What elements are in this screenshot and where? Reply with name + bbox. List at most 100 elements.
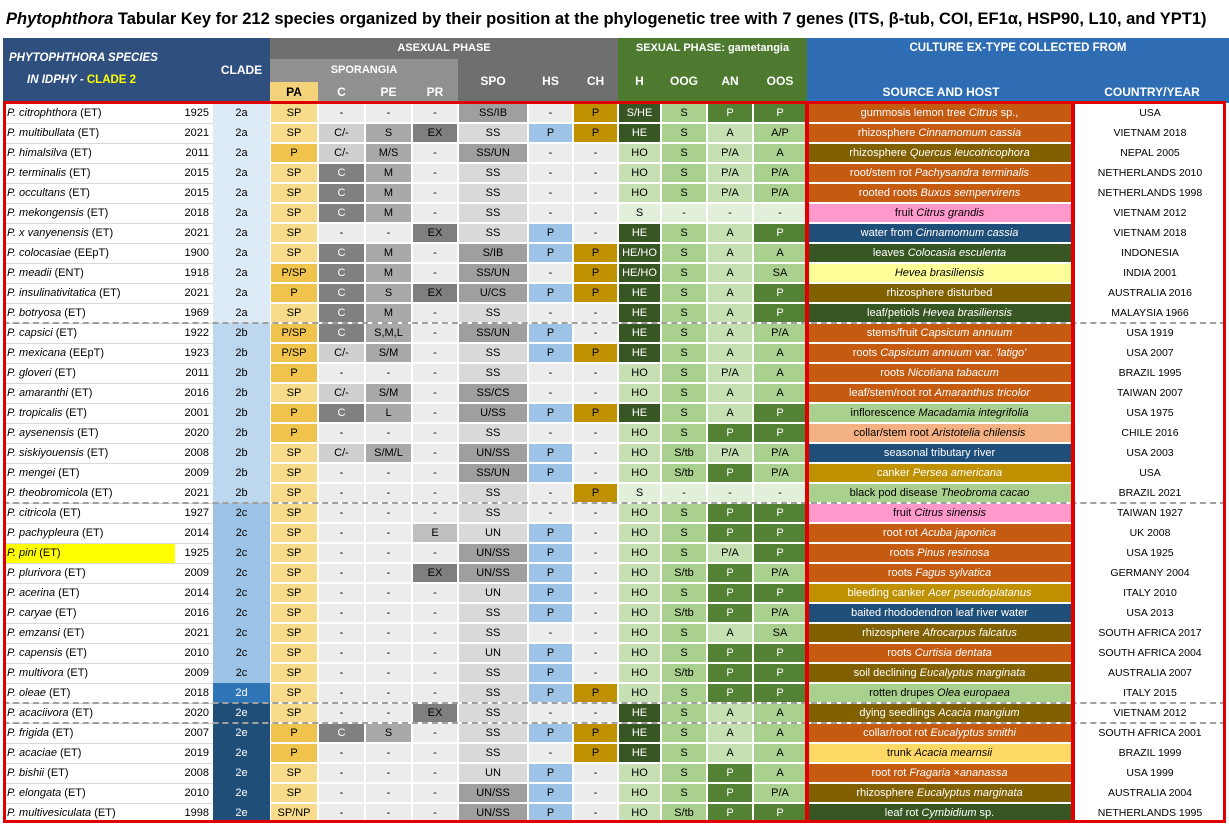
header-col-oog: OOG bbox=[661, 59, 707, 103]
cell-pr: - bbox=[413, 384, 457, 402]
cell-hs: - bbox=[529, 164, 572, 182]
country-year: USA bbox=[1139, 467, 1161, 479]
country-year: BRAZIL 1999 bbox=[1118, 747, 1182, 759]
cell-hs: P bbox=[529, 444, 572, 462]
cell-pe: L bbox=[366, 404, 411, 422]
cell-pa: SP/NP bbox=[271, 804, 317, 822]
cell-pr: - bbox=[413, 104, 457, 122]
cell-pr: - bbox=[413, 784, 457, 802]
species-year: 2021 bbox=[184, 487, 209, 499]
cell-h: HO bbox=[619, 464, 660, 482]
cell-an: P bbox=[708, 804, 752, 822]
cell-c: - bbox=[319, 584, 364, 602]
cell-h: S/HE bbox=[619, 104, 660, 122]
species-type-tag: (ET) bbox=[55, 587, 80, 599]
cell-oos: P bbox=[754, 284, 806, 302]
cell-oos: P bbox=[754, 404, 806, 422]
cell-an: A bbox=[708, 304, 752, 322]
species-binomial: P. aysenensis bbox=[7, 427, 75, 439]
cell-c: - bbox=[319, 104, 364, 122]
source-host: rhizosphere Quercus leucotricophora bbox=[808, 144, 1071, 162]
cell-oog: S bbox=[662, 364, 706, 382]
cell-h: HO bbox=[619, 184, 660, 202]
cell-oos: - bbox=[754, 484, 806, 502]
cell-an: A bbox=[708, 744, 752, 762]
cell-c: - bbox=[319, 504, 364, 522]
cell-pa: SP bbox=[271, 304, 317, 322]
cell-h: HE bbox=[619, 404, 660, 422]
country-year: NETHERLANDS 1995 bbox=[1097, 807, 1203, 819]
species-name: P. siskiyouensis (ET) bbox=[3, 443, 175, 463]
cell-oog: S bbox=[662, 584, 706, 602]
cell-pe: - bbox=[366, 644, 411, 662]
cell-pr: - bbox=[413, 344, 457, 362]
country-year: USA 1999 bbox=[1126, 767, 1174, 779]
species-name: P. multivora (ET) bbox=[3, 663, 175, 683]
country-year: USA 1975 bbox=[1126, 407, 1174, 419]
cell-oos: P bbox=[754, 664, 806, 682]
country-year: VIETNAM 2012 bbox=[1113, 707, 1187, 719]
cell-pa: P/SP bbox=[271, 344, 317, 362]
source-host: leaves Colocasia esculenta bbox=[808, 244, 1071, 262]
cell-oos: P/A bbox=[754, 164, 806, 182]
cell-ch: P bbox=[574, 684, 617, 702]
cell-spo: UN bbox=[459, 584, 527, 602]
cell-oog: S bbox=[662, 224, 706, 242]
species-year: 2011 bbox=[185, 147, 209, 159]
cell-an: P bbox=[708, 784, 752, 802]
cell-ch: P bbox=[574, 284, 617, 302]
cell-pr: - bbox=[413, 504, 457, 522]
cell-an: P bbox=[708, 104, 752, 122]
cell-an: P bbox=[708, 604, 752, 622]
cell-an: A bbox=[708, 704, 752, 722]
cell-spo: SS bbox=[459, 184, 527, 202]
cell-c: C bbox=[319, 304, 364, 322]
species-name: P. pini (ET) bbox=[3, 543, 175, 563]
row-divider bbox=[3, 363, 213, 364]
cell-pr: - bbox=[413, 364, 457, 382]
row-divider bbox=[3, 343, 213, 344]
clade-cell: 2e bbox=[213, 783, 270, 803]
species-year: 2015 bbox=[184, 167, 209, 179]
clade-cell: 2e bbox=[213, 803, 270, 823]
cell-ch: - bbox=[574, 644, 617, 662]
species-type-tag: (ET) bbox=[56, 507, 81, 519]
cell-pr: - bbox=[413, 164, 457, 182]
cell-pe: - bbox=[366, 744, 411, 762]
cell-hs: - bbox=[529, 744, 572, 762]
cell-ch: P bbox=[574, 264, 617, 282]
clade-cell: 2a bbox=[213, 263, 270, 283]
cell-oog: S bbox=[662, 244, 706, 262]
cell-oos: P/A bbox=[754, 564, 806, 582]
cell-an: P bbox=[708, 584, 752, 602]
cell-hs: - bbox=[529, 504, 572, 522]
species-type-tag: (ET) bbox=[45, 687, 71, 699]
cell-an: - bbox=[708, 484, 752, 502]
clade-cell: 2e bbox=[213, 763, 270, 783]
cell-pr: - bbox=[413, 624, 457, 642]
cell-oog: S bbox=[662, 644, 706, 662]
cell-pe: M bbox=[366, 184, 411, 202]
cell-hs: - bbox=[529, 624, 572, 642]
cell-hs: - bbox=[529, 384, 572, 402]
species-type-tag: (ET) bbox=[77, 107, 102, 119]
cell-oog: S bbox=[662, 324, 706, 342]
cell-pe: - bbox=[366, 224, 411, 242]
cell-pa: SP bbox=[271, 384, 317, 402]
cell-pa: P bbox=[271, 144, 317, 162]
species-binomial: P. terminalis bbox=[7, 167, 67, 179]
cell-c: C/- bbox=[319, 124, 364, 142]
cell-pa: SP bbox=[271, 704, 317, 722]
cell-spo: UN/SS bbox=[459, 804, 527, 822]
cell-pr: - bbox=[413, 184, 457, 202]
cell-spo: UN bbox=[459, 764, 527, 782]
clade-cell: 2c bbox=[213, 583, 270, 603]
row-divider bbox=[3, 223, 213, 224]
species-binomial: P. botryosa bbox=[7, 307, 62, 319]
clade-cell: 2e bbox=[213, 743, 270, 763]
cell-c: C bbox=[319, 244, 364, 262]
species-type-tag: (ET) bbox=[96, 287, 121, 299]
cell-pe: S bbox=[366, 124, 411, 142]
clade-cell: 2b bbox=[213, 403, 270, 423]
cell-pa: SP bbox=[271, 584, 317, 602]
